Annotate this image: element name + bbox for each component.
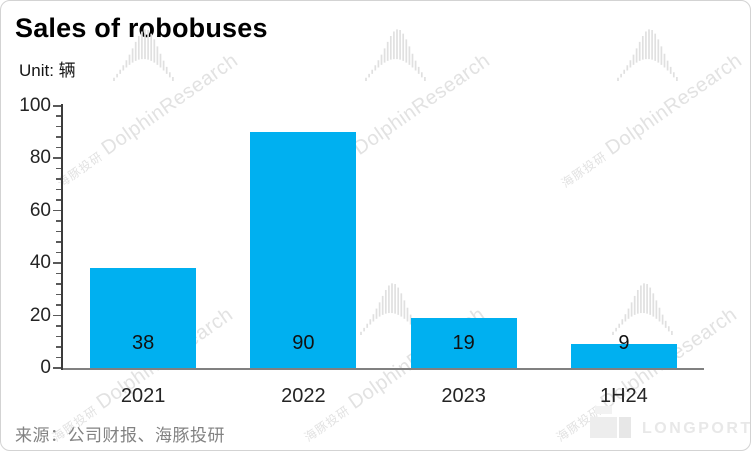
longport-logo-icon xyxy=(590,406,634,438)
y-axis-minor-tick xyxy=(56,178,61,180)
bar xyxy=(570,344,677,368)
y-axis-tick-label: 60 xyxy=(29,199,51,221)
y-axis-major-tick xyxy=(53,367,61,369)
y-axis-minor-tick xyxy=(56,220,61,222)
y-axis-major-tick xyxy=(53,105,61,107)
y-axis-line xyxy=(61,104,63,370)
y-axis-major-tick xyxy=(53,157,61,159)
bar-value-label: 38 xyxy=(132,332,155,354)
y-axis-minor-tick xyxy=(56,241,61,243)
y-axis-minor-tick xyxy=(56,346,61,348)
y-axis-minor-tick xyxy=(56,115,61,117)
y-axis-major-tick xyxy=(53,314,61,317)
longport-logo-block xyxy=(590,417,617,438)
y-axis-minor-tick xyxy=(56,272,61,275)
y-axis-tick-label: 20 xyxy=(29,304,51,326)
source-note: 来源：公司财报、海豚投研 xyxy=(15,426,225,445)
y-axis-minor-tick xyxy=(56,335,61,338)
bar-value-label: 19 xyxy=(452,332,475,354)
y-axis-tick-label: 40 xyxy=(29,252,51,274)
y-axis-minor-tick xyxy=(56,199,61,201)
y-axis-tick-label: 0 xyxy=(40,357,51,378)
y-axis-minor-tick xyxy=(56,304,61,306)
x-axis-label: 2022 xyxy=(281,385,326,407)
unit-label: Unit: 辆 xyxy=(19,61,76,80)
longport-wordmark: LONGPORT xyxy=(642,420,751,437)
y-axis-minor-tick xyxy=(56,136,61,138)
y-axis-major-tick xyxy=(53,209,61,212)
y-axis-minor-tick xyxy=(56,230,61,233)
x-axis-label: 2021 xyxy=(120,385,166,407)
bar-value-label: 90 xyxy=(292,332,315,354)
bar xyxy=(90,268,197,368)
longport-logo-block xyxy=(619,417,631,438)
y-axis-minor-tick xyxy=(56,293,61,296)
y-axis-minor-tick xyxy=(56,167,61,170)
x-axis-line xyxy=(63,368,704,370)
y-axis-minor-tick xyxy=(56,251,61,254)
y-axis-minor-tick xyxy=(56,146,61,149)
y-axis-major-tick xyxy=(53,262,61,264)
bar-value-label: 9 xyxy=(618,332,630,354)
longport-logo-block xyxy=(595,406,612,414)
y-axis-tick-label: 80 xyxy=(29,147,51,169)
x-axis-label: 2023 xyxy=(441,385,486,407)
bar xyxy=(250,132,357,368)
y-axis-minor-tick xyxy=(56,356,61,359)
y-axis-minor-tick xyxy=(56,283,61,285)
y-axis-minor-tick xyxy=(56,125,61,128)
y-axis-tick-label: 100 xyxy=(19,95,51,116)
bar xyxy=(410,318,517,368)
x-axis-label: 1H24 xyxy=(599,385,648,407)
y-axis-minor-tick xyxy=(56,188,61,191)
y-axis-minor-tick xyxy=(56,325,61,327)
